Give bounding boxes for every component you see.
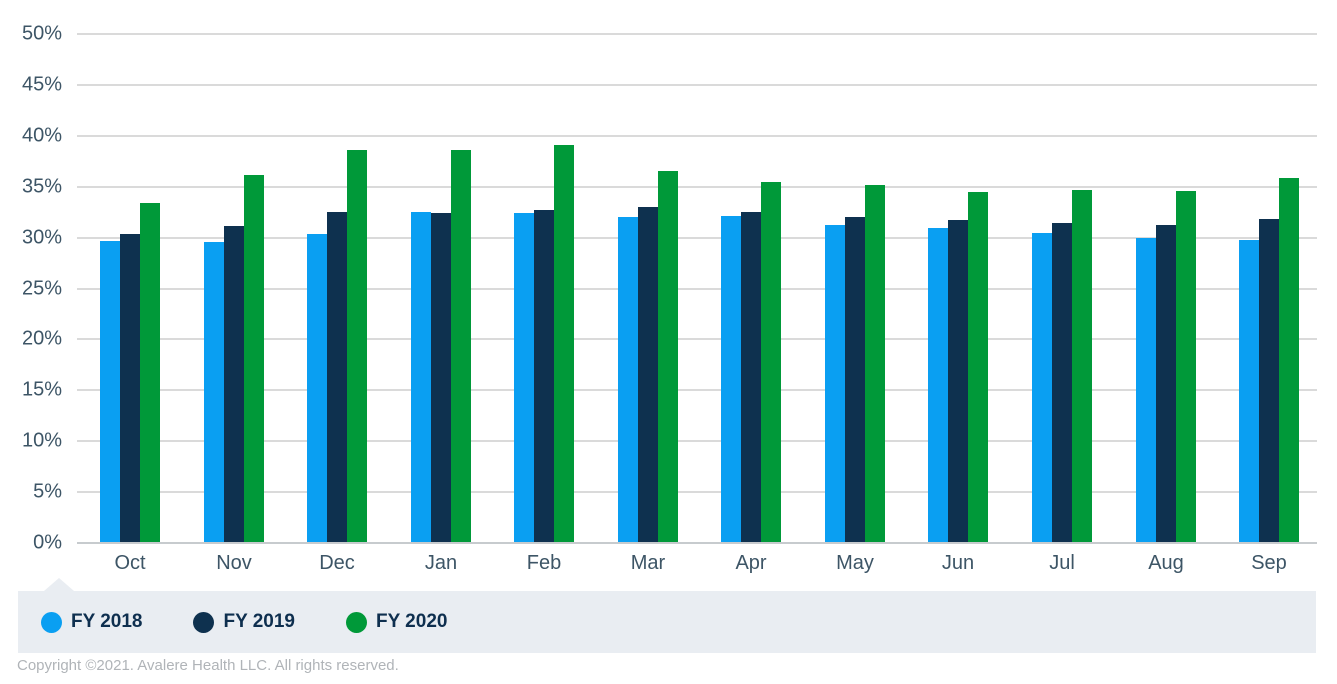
bar-fy-2019-aug: [1156, 225, 1176, 542]
bar-fy-2020-feb: [554, 145, 574, 542]
gridline: [77, 389, 1317, 391]
bar-fy-2018-nov: [204, 242, 224, 542]
x-axis-label-jul: Jul: [1049, 552, 1075, 574]
bar-fy-2018-sep: [1239, 240, 1259, 542]
x-axis-label-mar: Mar: [630, 552, 666, 574]
bar-fy-2018-jun: [928, 228, 948, 542]
x-axis-label-jan: Jan: [424, 552, 458, 574]
gridline: [77, 288, 1317, 290]
legend-swatch-icon: [345, 611, 367, 633]
bar-fy-2018-apr: [721, 216, 741, 542]
bar-fy-2020-oct: [140, 203, 160, 542]
legend-item-fy-2019[interactable]: FY 2019: [193, 611, 295, 633]
legend-item-label: FY 2019: [223, 611, 295, 632]
bar-fy-2020-apr: [761, 182, 781, 542]
copyright-text: Copyright ©2021. Avalere Health LLC. All…: [17, 657, 399, 674]
bar-fy-2018-feb: [514, 213, 534, 542]
bar-fy-2019-feb: [534, 210, 554, 542]
y-axis-tick-label: 0%: [33, 531, 62, 554]
bar-fy-2018-aug: [1136, 238, 1156, 542]
bar-fy-2019-jul: [1052, 223, 1072, 542]
gridline: [77, 440, 1317, 442]
y-axis-tick-label: 5%: [33, 480, 62, 503]
y-axis-tick-label: 30%: [21, 226, 62, 249]
legend-item-label: FY 2018: [71, 611, 143, 632]
bar-fy-2019-may: [845, 217, 865, 542]
x-axis-label-oct: Oct: [114, 552, 146, 574]
x-axis-label-may: May: [836, 552, 874, 574]
bar-fy-2020-jan: [451, 150, 471, 542]
legend-item-fy-2020[interactable]: FY 2020: [345, 611, 448, 633]
gridline: [77, 237, 1317, 239]
bar-fy-2018-mar: [618, 217, 638, 542]
bar-fy-2019-mar: [638, 207, 658, 542]
x-axis-label-aug: Aug: [1148, 552, 1184, 574]
bar-fy-2018-may: [825, 225, 845, 542]
bar-fy-2020-aug: [1176, 191, 1196, 542]
legend-pointer-icon: [44, 578, 74, 591]
gridline: [77, 33, 1317, 35]
bar-fy-2019-jan: [431, 213, 451, 542]
bar-fy-2018-jul: [1032, 233, 1052, 542]
y-axis-tick-label: 20%: [21, 327, 62, 350]
bar-fy-2020-nov: [244, 175, 264, 542]
legend-swatch-icon: [193, 611, 215, 633]
x-axis-label-apr: Apr: [735, 552, 767, 574]
x-axis-label-feb: Feb: [526, 552, 562, 574]
bar-fy-2018-dec: [307, 234, 327, 542]
y-axis-tick-label: 15%: [21, 378, 62, 401]
gridline: [77, 186, 1317, 188]
y-axis-tick-label: 50%: [21, 22, 62, 45]
x-axis-label-dec: Dec: [319, 552, 355, 574]
y-axis-tick-label: 35%: [21, 175, 62, 198]
bar-fy-2018-oct: [100, 241, 120, 542]
x-axis-label-jun: Jun: [941, 552, 975, 574]
bar-fy-2019-dec: [327, 212, 347, 542]
gridline: [77, 135, 1317, 137]
bar-fy-2020-sep: [1279, 178, 1299, 542]
bar-fy-2019-jun: [948, 220, 968, 542]
legend-swatch-icon: [41, 611, 62, 633]
gridline: [77, 338, 1317, 340]
bar-fy-2020-dec: [347, 150, 367, 542]
bar-fy-2019-oct: [120, 234, 140, 542]
bar-fy-2019-nov: [224, 226, 244, 542]
bar-fy-2018-jan: [411, 212, 431, 542]
x-axis-label-nov: Nov: [216, 552, 252, 574]
x-axis-line: [77, 542, 1317, 544]
y-axis-tick-label: 40%: [21, 124, 62, 147]
y-axis-tick-label: 25%: [21, 277, 62, 299]
bar-fy-2019-apr: [741, 212, 761, 542]
gridline: [77, 491, 1317, 493]
bar-fy-2020-mar: [658, 171, 678, 542]
legend-item-fy-2018[interactable]: FY 2018: [41, 611, 142, 633]
gridline: [77, 84, 1317, 86]
x-axis-label-sep: Sep: [1251, 552, 1287, 574]
y-axis-tick-label: 10%: [21, 429, 62, 452]
bar-fy-2019-sep: [1259, 219, 1279, 542]
y-axis-tick-label: 45%: [21, 73, 62, 96]
bar-fy-2020-jul: [1072, 190, 1092, 542]
bar-fy-2020-may: [865, 185, 885, 542]
legend-band: FY 2018 FY 2019 FY 2020: [18, 578, 1316, 653]
legend-item-label: FY 2020: [375, 611, 448, 632]
bar-fy-2020-jun: [968, 192, 988, 542]
